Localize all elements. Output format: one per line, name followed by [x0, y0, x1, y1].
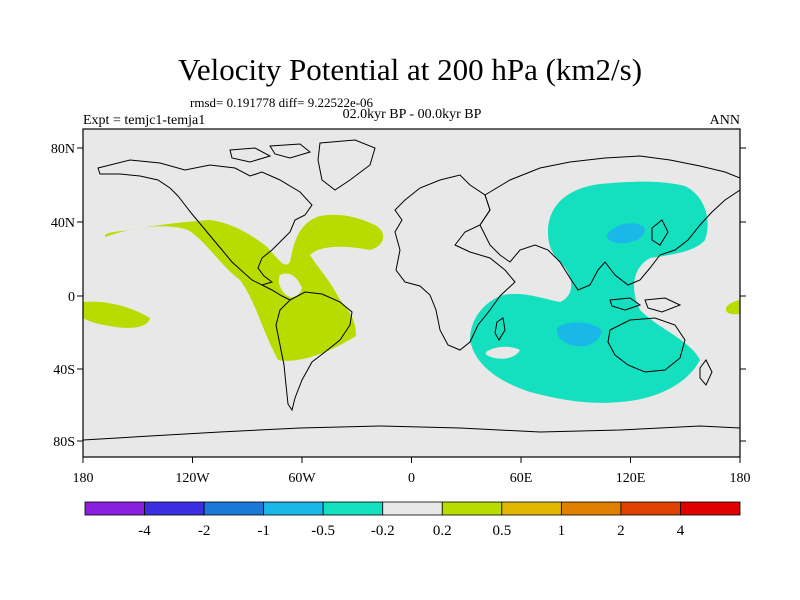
longitude-axis: 180 120W 60W 0 60E 120E 180 [73, 457, 751, 486]
lon-tick-label: 60E [510, 471, 533, 486]
colorbar-label: 0.5 [492, 523, 511, 539]
colorbar-swatch [322, 501, 384, 516]
colorbar-swatch [144, 501, 205, 516]
colorbar-label: -4 [138, 523, 151, 539]
lon-tick-label: 120W [175, 471, 210, 486]
colorbar-swatch [84, 501, 145, 516]
experiment-label: Expt = temjc1-temja1 [83, 113, 205, 128]
colorbar-label: -0.2 [371, 523, 395, 539]
period-label: 02.0kyr BP - 00.0kyr BP [343, 107, 482, 122]
lon-tick-label: 180 [73, 471, 94, 486]
season-label: ANN [710, 113, 740, 128]
colorbar-label: -1 [257, 523, 270, 539]
colorbar-label: 2 [617, 523, 625, 539]
colorbar-swatch [263, 501, 324, 516]
colorbar-label: -0.5 [311, 523, 335, 539]
colorbar-swatch [441, 501, 503, 516]
lon-tick-label: 120E [616, 471, 646, 486]
positive-anomaly-pacific-west [83, 301, 150, 328]
negative-anomaly-gap [485, 346, 520, 359]
colorbar-swatch [203, 501, 265, 516]
plot-title: Velocity Potential at 200 hPa (km2/s) [178, 52, 642, 87]
lon-tick-label: 60W [288, 471, 316, 486]
colorbar-label: 0.2 [433, 523, 452, 539]
lat-tick-label: 80N [51, 142, 75, 157]
negative-core-indian-ocean [556, 322, 602, 347]
positive-anomaly-pacific-east [725, 300, 740, 315]
colorbar-swatch [501, 501, 562, 516]
map-background [83, 129, 740, 457]
stats-text: rmsd= 0.191778 diff= 9.22522e-06 [190, 95, 374, 110]
coastlines [83, 139, 740, 441]
negative-anomaly-asia [470, 181, 708, 403]
lat-tick-label: 0 [68, 290, 75, 305]
lon-tick-label: 180 [730, 471, 751, 486]
colorbar-swatch [680, 501, 741, 516]
colorbar-label: -2 [198, 523, 211, 539]
negative-core-east-asia [606, 223, 645, 244]
positive-anomaly-americas [104, 214, 384, 361]
positive-anomaly-gap [278, 273, 302, 298]
latitude-axis: 80N 40N 0 40S 80S [51, 142, 746, 450]
lat-tick-label: 80S [53, 435, 75, 450]
lat-tick-label: 40N [51, 216, 75, 231]
lat-tick-label: 40S [53, 363, 75, 378]
colorbar-swatch [382, 501, 443, 516]
colorbar-label: 1 [558, 523, 566, 539]
lon-tick-label: 0 [408, 471, 415, 486]
colorbar-label: 4 [677, 523, 685, 539]
colorbar-swatch [620, 501, 681, 516]
colorbar-swatch [560, 501, 622, 516]
colorbar: -4 -2 -1 -0.5 -0.2 0.2 0.5 1 2 4 [84, 501, 741, 539]
